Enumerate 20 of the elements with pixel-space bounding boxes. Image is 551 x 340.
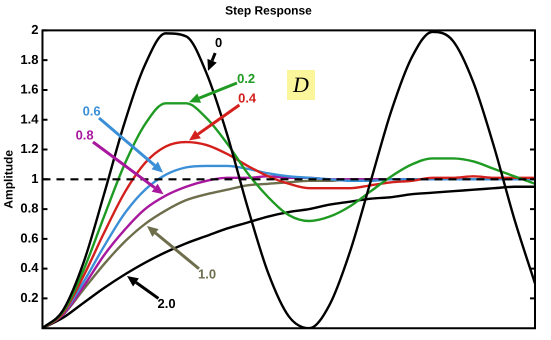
y-axis-title: Amplitude (2, 150, 16, 209)
y-tick-label: 0.8 (20, 200, 38, 216)
text: 0.2 (237, 70, 256, 86)
y-tick-label: 1.4 (20, 111, 40, 126)
y-tick-label: 1.8 (20, 52, 38, 67)
y-tick-label: 2 (31, 22, 38, 37)
text: 2.0 (158, 296, 176, 312)
y-tick-label: 1.6 (20, 82, 38, 97)
text: 0.8 (76, 127, 94, 142)
annotation: D (287, 70, 315, 100)
text: 1.0 (198, 266, 216, 282)
y-tick-label: 1 (31, 170, 38, 186)
y-tick-label: 1.2 (20, 141, 38, 156)
series-label: 0 (215, 35, 222, 50)
text: 0.4 (238, 90, 257, 106)
y-tick-label: 0.4 (20, 260, 40, 276)
text: 0.6 (82, 103, 101, 118)
y-tick-label: 0.6 (20, 230, 38, 246)
y-tick-label: 0.2 (20, 290, 38, 305)
chart-title: Step Response (225, 4, 312, 18)
